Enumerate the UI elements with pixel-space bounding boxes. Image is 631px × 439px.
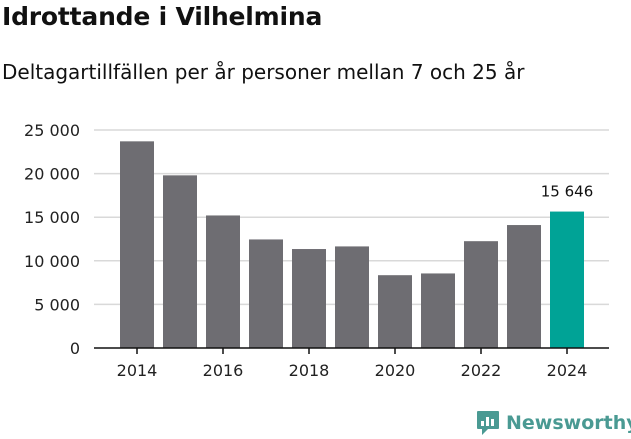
chart-title: Idrottande i Vilhelmina: [2, 2, 323, 31]
y-tick-label: 20 000: [24, 165, 80, 184]
x-tick-label: 2020: [375, 361, 416, 380]
bar-highlight: [550, 211, 584, 348]
bar: [421, 273, 455, 348]
y-tick-label: 5 000: [34, 295, 80, 314]
bar: [206, 215, 240, 348]
y-tick-label: 0: [70, 339, 80, 358]
y-tick-label: 25 000: [24, 121, 80, 140]
x-tick-label: 2014: [117, 361, 158, 380]
bar: [292, 249, 326, 348]
bar: [378, 275, 412, 348]
bar: [249, 239, 283, 348]
brand-logo: Newsworthy: [476, 408, 631, 438]
labels: 0 5 000 10 000 15 000 20 000 25 000 2014 2016 20…: [24, 121, 593, 380]
bar: [464, 241, 498, 348]
y-tick-label: 15 000: [24, 208, 80, 227]
bar-chart: 0 5 000 10 000 15 000 20 000 25 000 2014 2016 20…: [24, 121, 609, 380]
bar: [120, 141, 154, 348]
bar: [335, 246, 369, 348]
x-tick-label: 2016: [203, 361, 244, 380]
axes: [94, 347, 609, 354]
data-label: 15 646: [541, 183, 594, 201]
x-tick-label: 2024: [547, 361, 588, 380]
brand-name: Newsworthy: [506, 412, 631, 434]
bar: [163, 175, 197, 348]
bars: [120, 141, 584, 348]
newsworthy-logo-icon: [477, 411, 499, 435]
bar: [507, 225, 541, 348]
chart-subtitle: Deltagartillfällen per år personer mella…: [2, 60, 525, 84]
x-tick-label: 2022: [461, 361, 502, 380]
x-tick-label: 2018: [289, 361, 330, 380]
y-tick-label: 10 000: [24, 252, 80, 271]
